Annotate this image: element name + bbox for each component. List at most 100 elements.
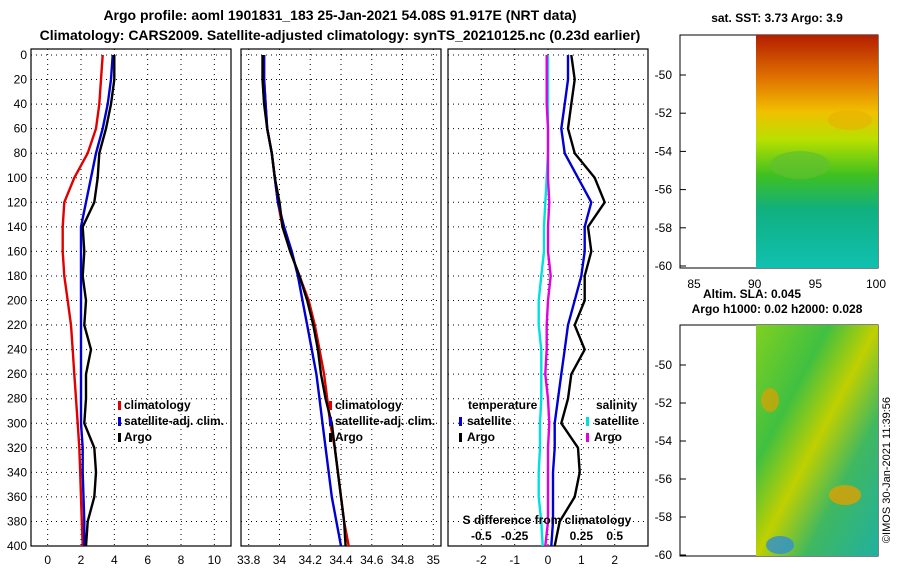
sst-map-title: sat. SST: 3.73 Argo: 3.9 <box>711 11 843 25</box>
gridlines <box>31 49 648 547</box>
legend-swatch-satellite <box>329 417 332 426</box>
map-lat-label: -54 <box>655 144 673 158</box>
depth-tick-label: 140 <box>7 220 27 234</box>
s-difference-ticks: -0.5 -0.25 0.25 0.5 <box>471 529 623 543</box>
legend-swatch-argo <box>118 433 121 442</box>
salinity-legend: climatology satellite-adj. clim. Argo <box>329 398 435 444</box>
map-lat-label: -50 <box>655 358 673 372</box>
depth-tick-label: 340 <box>7 465 27 479</box>
sla-map-title-line2: Argo h1000: 0.02 h2000: 0.028 <box>692 302 863 316</box>
map-lat-label: -56 <box>655 472 673 486</box>
depth-tick-label: 20 <box>14 73 28 87</box>
x-tick-label: 33.8 <box>237 553 261 567</box>
x-tick-label: 1 <box>578 553 585 567</box>
depth-tick-label: 320 <box>7 441 27 455</box>
depth-tick-label: 360 <box>7 490 27 504</box>
series-argo <box>81 55 116 547</box>
depth-axis: 0 20 40 60 80 100 120 140 160 180 200 220 240 260 280 3… <box>7 48 27 553</box>
sla-map-axes: -50 -52 -54 -56 -58 -60 <box>655 358 686 562</box>
x-tick-label: 0 <box>545 553 552 567</box>
depth-tick-label: 160 <box>7 244 27 258</box>
x-tick-label: 8 <box>178 553 185 567</box>
x-tick-label: 35 <box>427 553 441 567</box>
sla-map-title-line1: Altim. SLA: 0.045 <box>703 287 801 301</box>
map-lat-label: -54 <box>655 434 673 448</box>
map-lon-label: 90 <box>748 277 762 291</box>
sst-map-axes: -50 -52 -54 -56 -58 -60 85 90 95 100 <box>655 68 887 291</box>
profile-series <box>61 54 607 547</box>
legend-swatch-t-argo <box>459 433 462 442</box>
legend-t-satellite: satellite <box>467 414 512 428</box>
legend-satellite: satellite-adj. clim. <box>124 414 224 428</box>
sst-eddy <box>828 110 872 130</box>
series-satellite <box>79 54 114 546</box>
x-tick-label: 6 <box>144 553 151 567</box>
salinity-panel <box>240 48 442 547</box>
map-lon-label: 100 <box>866 277 886 291</box>
map-lat-label: -58 <box>655 510 673 524</box>
depth-tick-label: 100 <box>7 171 27 185</box>
legend-satellite: satellite-adj. clim. <box>335 414 435 428</box>
sla-eddy <box>766 536 794 554</box>
series-climatology <box>61 54 104 547</box>
map-lon-label: 85 <box>687 277 701 291</box>
depth-tick-label: 200 <box>7 294 27 308</box>
credit-stamp: ©IMOS 30-Jan-2021 11:39:56 <box>881 397 893 543</box>
sst-map <box>679 34 879 269</box>
legend-swatch-argo <box>329 433 332 442</box>
map-lat-label: -60 <box>655 259 673 273</box>
series-argo <box>261 55 347 547</box>
depth-tick-label: 180 <box>7 269 27 283</box>
depth-tick-label: 400 <box>7 539 27 553</box>
x-tick-label: 2 <box>611 553 618 567</box>
map-lat-label: -56 <box>655 183 673 197</box>
x-tick-label: 34.8 <box>391 553 415 567</box>
map-lon-label: 95 <box>809 277 823 291</box>
temperature-legend: climatology satellite-adj. clim. Argo <box>118 398 224 444</box>
temperature-panel <box>30 48 232 547</box>
title-line1: Argo profile: aoml 1901831_183 25-Jan-20… <box>103 7 576 23</box>
x-tick-label: 34.2 <box>299 553 323 567</box>
s-tick-label: 0.25 <box>570 529 594 543</box>
sla-eddy <box>761 388 779 412</box>
legend-swatch-s-satellite <box>586 417 589 426</box>
legend-salinity-heading: salinity <box>596 398 638 412</box>
legend-s-argo: Argo <box>594 430 622 444</box>
series-t-argo <box>553 54 607 547</box>
x-tick-label: 34.4 <box>329 553 353 567</box>
depth-tick-label: 240 <box>7 343 27 357</box>
x-tick-label: 2 <box>78 553 85 567</box>
depth-tick-label: 0 <box>20 48 27 62</box>
legend-swatch-s-argo <box>586 433 589 442</box>
legend-argo: Argo <box>335 430 363 444</box>
depth-tick-label: 60 <box>14 122 28 136</box>
legend-swatch-t-satellite <box>459 417 462 426</box>
legend-argo: Argo <box>124 430 152 444</box>
legend-t-argo: Argo <box>467 430 495 444</box>
map-lat-label: -52 <box>655 396 673 410</box>
legend-temperature-heading: temperature <box>468 398 538 412</box>
x-tick-label: -1 <box>509 553 520 567</box>
difference-legend: temperature satellite Argo salinity sate… <box>459 398 639 543</box>
legend-swatch-climatology <box>329 401 332 410</box>
sla-map <box>679 324 879 557</box>
x-tick-label: 4 <box>111 553 118 567</box>
x-axes: 0 2 4 6 8 10 33.8 34 34.2 34.4 34.6 34.8 35 -2 -1 0 1 2 <box>44 553 618 567</box>
x-tick-label: 34 <box>273 553 287 567</box>
title-line2: Climatology: CARS2009. Satellite-adjuste… <box>40 27 641 43</box>
map-lat-label: -60 <box>655 548 673 562</box>
s-tick-label: 0.5 <box>606 529 623 543</box>
sst-eddy <box>770 151 830 179</box>
s-difference-caption: S difference from climatology <box>463 513 632 527</box>
legend-s-satellite: satellite <box>594 414 639 428</box>
map-lat-label: -58 <box>655 221 673 235</box>
depth-tick-label: 120 <box>7 195 27 209</box>
depth-tick-label: 260 <box>7 367 27 381</box>
legend-climatology: climatology <box>124 398 191 412</box>
map-lat-label: -52 <box>655 106 673 120</box>
series-satellite <box>262 55 343 547</box>
depth-tick-label: 300 <box>7 416 27 430</box>
x-tick-label: 10 <box>208 553 222 567</box>
legend-swatch-satellite <box>118 417 121 426</box>
